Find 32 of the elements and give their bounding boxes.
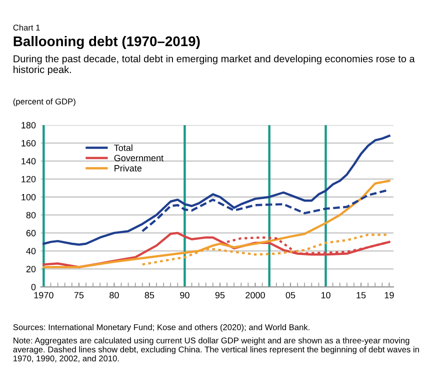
y-tick-label: 40 [26, 248, 36, 254]
line-series [42, 134, 390, 246]
y-tick-label: 140 [22, 158, 36, 164]
y-tick-label: 180 [22, 122, 36, 128]
x-tick-label: 2000 [246, 292, 265, 298]
legend-label: Government [114, 154, 164, 162]
chart-subtitle: During the past decade, total debt in emerging market and developing economies rose to a historic peak. [14, 54, 415, 76]
y-tick-label: 60 [26, 230, 36, 236]
y-tick-label: 120 [22, 176, 36, 182]
x-tick-label: 95 [215, 292, 225, 298]
y-tick-label: 80 [26, 212, 36, 218]
x-tick-label: 10 [321, 292, 330, 298]
x-tick-label: 75 [74, 292, 84, 298]
line-series [42, 180, 390, 268]
text: Note: Aggregates are calculated using current US dollar GDP weight and are shown as a three-year moving average. Dashed lines show debt, excluding China. The vertical lines represent the beginning of debt waves in 1970, 1990, 2002, and 2010. [13, 337, 419, 362]
y-tick-label: 160 [22, 140, 36, 146]
x-tick-label: 1970 [34, 292, 54, 298]
legend-label: Total [114, 144, 132, 152]
source-note: Sources: International Monetary Fund; Kose and others (2020); and World Bank. [13, 324, 310, 332]
y-tick-label: 0 [31, 284, 36, 290]
x-tick-label: 90 [180, 292, 190, 298]
x-tick-label: 05 [286, 292, 296, 298]
y-axis-title: (percent of GDP) [13, 98, 76, 106]
chart-title: Ballooning debt (1970–2019) [14, 36, 200, 50]
x-tick-label: 19 [384, 292, 394, 298]
x-tick-label: 80 [110, 292, 119, 298]
x-tick-label: 85 [144, 292, 154, 298]
x-tick-label: 15 [356, 292, 366, 298]
legend-label: Private [114, 164, 142, 172]
y-tick-label: 20 [26, 266, 36, 272]
y-tick-label: 100 [22, 194, 36, 200]
caption: Chart 1 [13, 24, 40, 31]
